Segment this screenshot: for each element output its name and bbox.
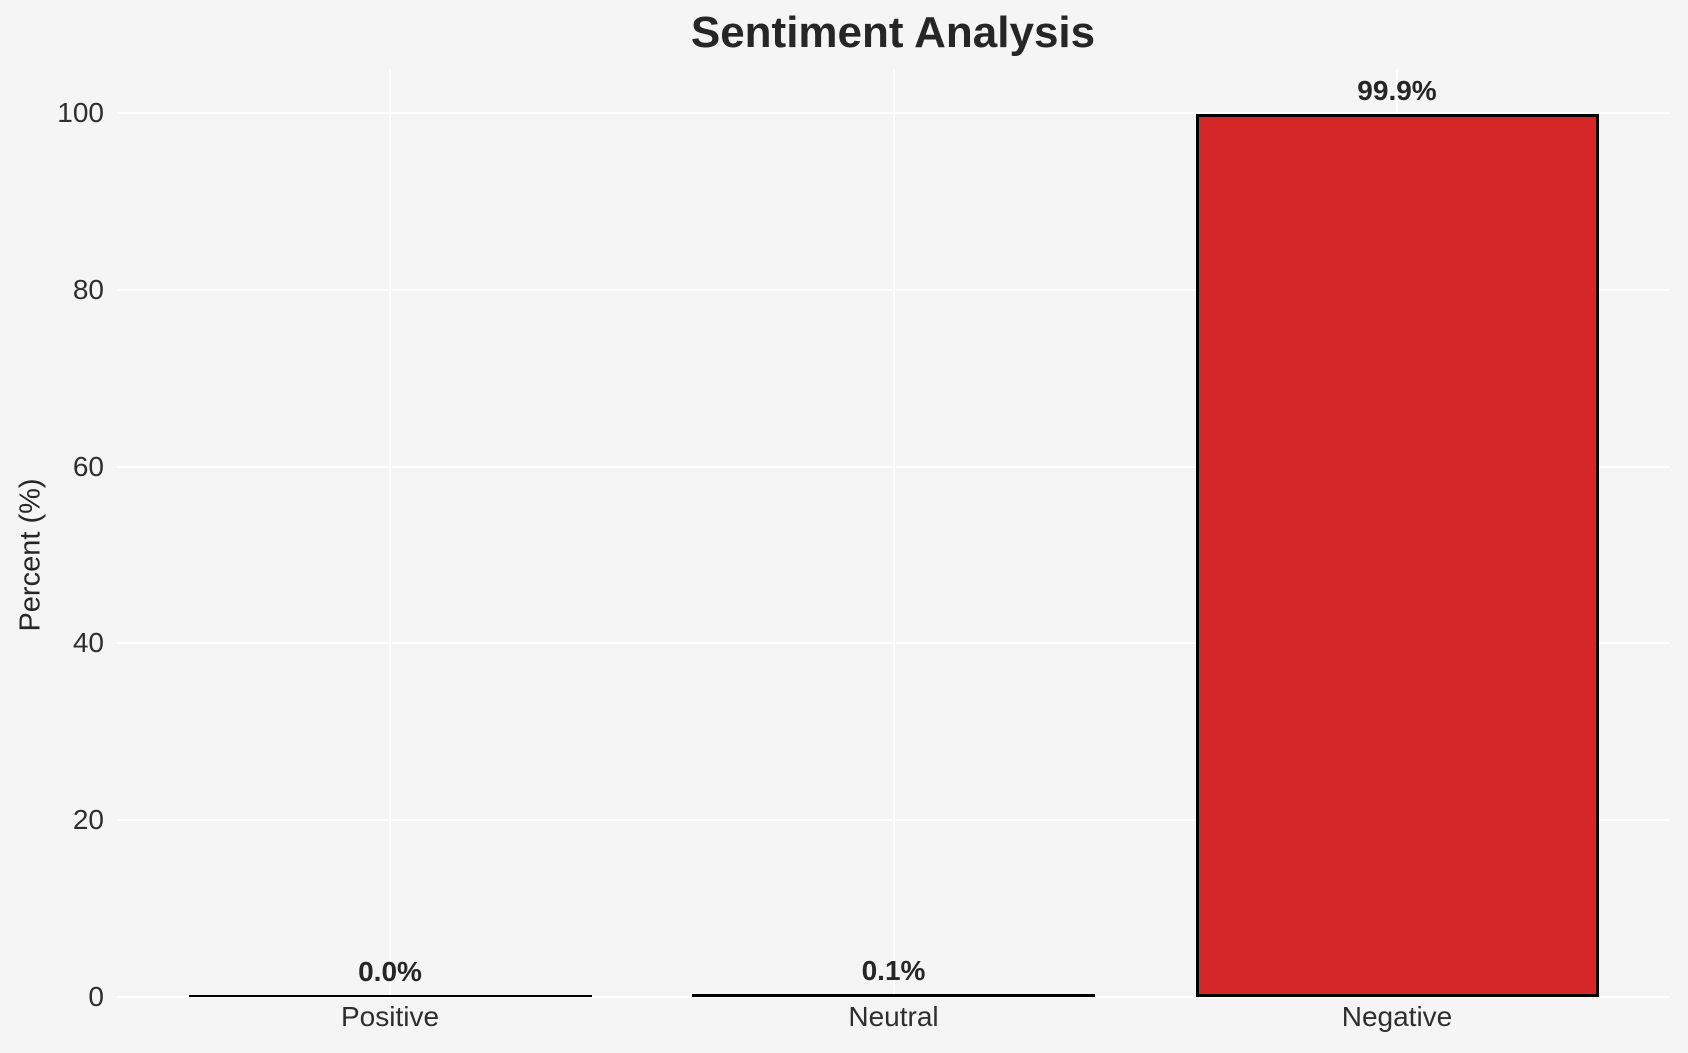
value-label-positive: 0.0% [358, 956, 422, 987]
y-axis-title: Percent (%) [14, 478, 47, 632]
bar-neutral [692, 994, 1095, 997]
y-tick-label-20: 20 [72, 804, 104, 836]
bar-positive [188, 995, 592, 997]
bar-negative [1195, 114, 1599, 997]
x-tick-label-positive: Positive [340, 1001, 440, 1032]
y-tick-label-100: 100 [57, 97, 104, 128]
x-tick-label-neutral: Neutral [848, 1001, 939, 1032]
y-tick-label-60: 60 [72, 450, 104, 482]
gridline-x-neutral [892, 69, 895, 997]
y-tick-label-80: 80 [72, 273, 104, 305]
value-label-neutral: 0.1% [861, 955, 926, 986]
value-label-negative: 99.9% [1357, 74, 1437, 106]
gridline-y-0 [117, 996, 1670, 998]
y-tick-label-0: 0 [88, 981, 104, 1012]
y-tick-label-40: 40 [72, 627, 104, 659]
gridline-x-positive [389, 69, 391, 997]
x-tick-label-negative: Negative [1341, 1001, 1453, 1032]
chart-title: Sentiment Analysis [690, 8, 1096, 57]
